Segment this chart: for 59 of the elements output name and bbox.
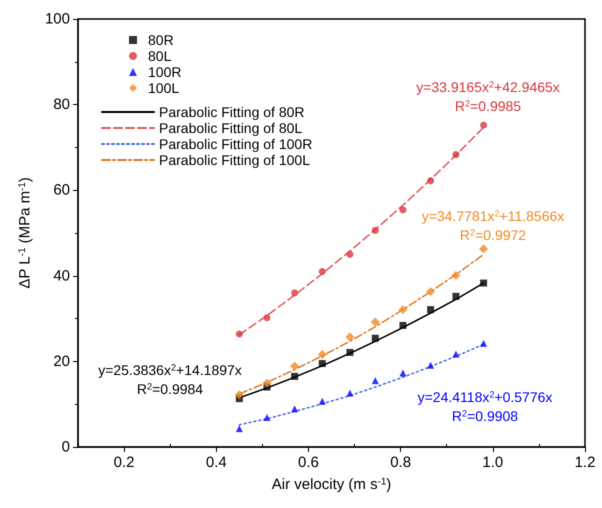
legend-label: Parabolic Fitting of 100L <box>159 152 310 168</box>
legend-label: Parabolic Fitting of 80R <box>159 104 305 120</box>
point <box>451 270 460 280</box>
point <box>452 151 460 158</box>
point <box>479 244 488 254</box>
y-tick-label: 80 <box>53 96 70 114</box>
point <box>263 314 270 322</box>
point <box>290 362 300 371</box>
point <box>291 372 298 380</box>
legend-label: 80L <box>148 48 172 64</box>
y-axis-title: ΔP L-1 (MPa m-1) <box>16 177 34 289</box>
y-tick-label: 60 <box>53 182 70 199</box>
legend-label: 100R <box>148 64 182 80</box>
point <box>372 334 379 342</box>
x-tick-label: 0.8 <box>390 454 412 471</box>
point <box>234 390 244 400</box>
point <box>399 206 406 214</box>
legend-label: Parabolic Fitting of 100R <box>159 136 312 152</box>
point <box>291 289 298 296</box>
point <box>291 405 298 412</box>
point <box>370 318 380 327</box>
y-tick-label: 40 <box>53 267 70 284</box>
legend-label: 80R <box>148 32 174 48</box>
y-tick-label: 100 <box>44 10 70 28</box>
y-tick-label: 0 <box>62 438 70 456</box>
point <box>318 360 326 368</box>
point <box>346 390 354 397</box>
x-tick-label: 1.0 <box>482 454 504 471</box>
point <box>372 377 379 384</box>
point <box>318 268 326 276</box>
point <box>318 398 326 405</box>
point <box>399 369 406 376</box>
legend-label: 100L <box>148 80 180 96</box>
legend-label: Parabolic Fitting of 80L <box>159 120 302 136</box>
point <box>318 350 327 360</box>
point <box>452 292 460 300</box>
point <box>398 305 408 314</box>
point <box>345 332 354 342</box>
point <box>399 322 406 329</box>
point <box>427 362 434 369</box>
point <box>236 330 243 338</box>
y-tick-label: 20 <box>53 352 70 370</box>
point <box>262 378 272 388</box>
point <box>263 414 270 421</box>
point <box>372 226 379 234</box>
x-tick-label: 1.2 <box>574 454 596 471</box>
point <box>236 425 243 432</box>
point <box>480 340 488 347</box>
x-tick-label: 0.2 <box>114 454 135 471</box>
point <box>452 350 460 358</box>
point <box>427 306 434 314</box>
x-tick-label: 0.4 <box>206 454 227 471</box>
point <box>426 287 436 296</box>
point <box>346 250 354 258</box>
x-tick-label: 0.6 <box>298 454 319 471</box>
point <box>480 280 488 287</box>
point <box>427 177 434 184</box>
point <box>480 122 488 129</box>
point <box>346 348 354 356</box>
